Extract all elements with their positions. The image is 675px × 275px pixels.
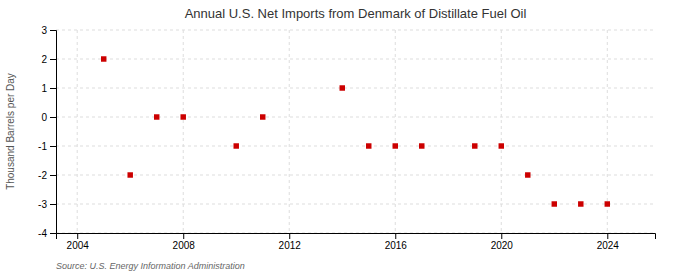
y-tick-mark [50,117,56,118]
y-tick: 1 [41,83,56,94]
x-tick: 2004 [67,233,90,251]
point [340,85,345,90]
y-tick-mark [50,59,56,60]
y-tick-mark [50,146,56,147]
grid-line-x [289,30,290,233]
point [419,143,424,148]
y-tick: 2 [41,54,56,65]
point [393,143,398,148]
x-axis: 2004 2008 2012 2016 2020 2024 [57,233,656,251]
point [605,201,610,206]
point [552,201,557,206]
y-axis: -4 -3 -2 -1 0 1 2 3 [38,25,56,239]
y-tick-label: -1 [38,141,47,152]
x-tick: 2012 [279,233,302,251]
point [127,172,132,177]
x-tick-mark [77,233,78,239]
x-tick-mark [289,233,290,239]
y-tick-label: 1 [41,83,47,94]
point [499,143,504,148]
grid [56,30,655,233]
points [101,56,610,206]
grid-line-y [56,88,655,89]
y-tick-label: -3 [38,199,47,210]
grid-line-x [501,30,502,233]
x-tick: 2020 [491,233,514,251]
point [525,172,530,177]
x-tick-mark [607,233,608,239]
grid-line-y [56,175,655,176]
x-tick-label: 2012 [279,240,302,251]
chart: 2004 2008 2012 2016 2020 2024 -4 -3 -2 -1 0 1 2 3 Annu… [0,0,675,275]
y-tick-label: -4 [38,228,47,239]
y-tick: 3 [41,25,56,36]
point [233,143,238,148]
y-tick-mark [50,204,56,205]
point [180,114,185,119]
grid-line-y [56,146,655,147]
x-tick-label: 2024 [597,240,620,251]
grid-line-x [183,30,184,233]
x-tick-label: 2016 [385,240,408,251]
point [154,114,159,119]
x-tick: 2016 [385,233,408,251]
x-tick-mark [183,233,184,239]
y-tick: -2 [38,170,56,181]
grid-line-x [77,30,78,233]
source: Source: U.S. Energy Information Administ… [56,261,245,271]
title: Annual U.S. Net Imports from Denmark of … [185,6,527,21]
y-tick: -3 [38,199,56,210]
y-tick-mark [50,88,56,89]
y-axis-title: Thousand Barrels per Day [5,73,16,190]
grid-line-y [56,204,655,205]
x-tick-mark [501,233,502,239]
point [260,114,265,119]
x-tick-label: 2008 [173,240,196,251]
y-axis-line [50,31,57,234]
point [101,56,106,61]
y-tick-label: 3 [41,25,47,36]
y-tick: -4 [38,228,56,239]
y-tick: -1 [38,141,56,152]
grid-line-y [56,59,655,60]
x-axis-line [57,234,656,240]
y-tick-mark [50,30,56,31]
y-tick: 0 [41,112,56,123]
x-tick-label: 2004 [67,240,90,251]
x-tick-mark [395,233,396,239]
y-tick-mark [50,233,56,234]
x-tick: 2008 [173,233,196,251]
x-tick: 2024 [597,233,620,251]
y-tick-label: 2 [41,54,47,65]
grid-line-y [56,117,655,118]
x-tick-label: 2020 [491,240,514,251]
point [472,143,477,148]
y-tick-label: 0 [41,112,47,123]
y-tick-label: -2 [38,170,47,181]
y-tick-mark [50,175,56,176]
plot: 2004 2008 2012 2016 2020 2024 -4 -3 -2 -1 0 1 2 3 [38,25,655,251]
point [366,143,371,148]
point [578,201,583,206]
grid-line-y [56,30,655,31]
grid-line-x [395,30,396,233]
